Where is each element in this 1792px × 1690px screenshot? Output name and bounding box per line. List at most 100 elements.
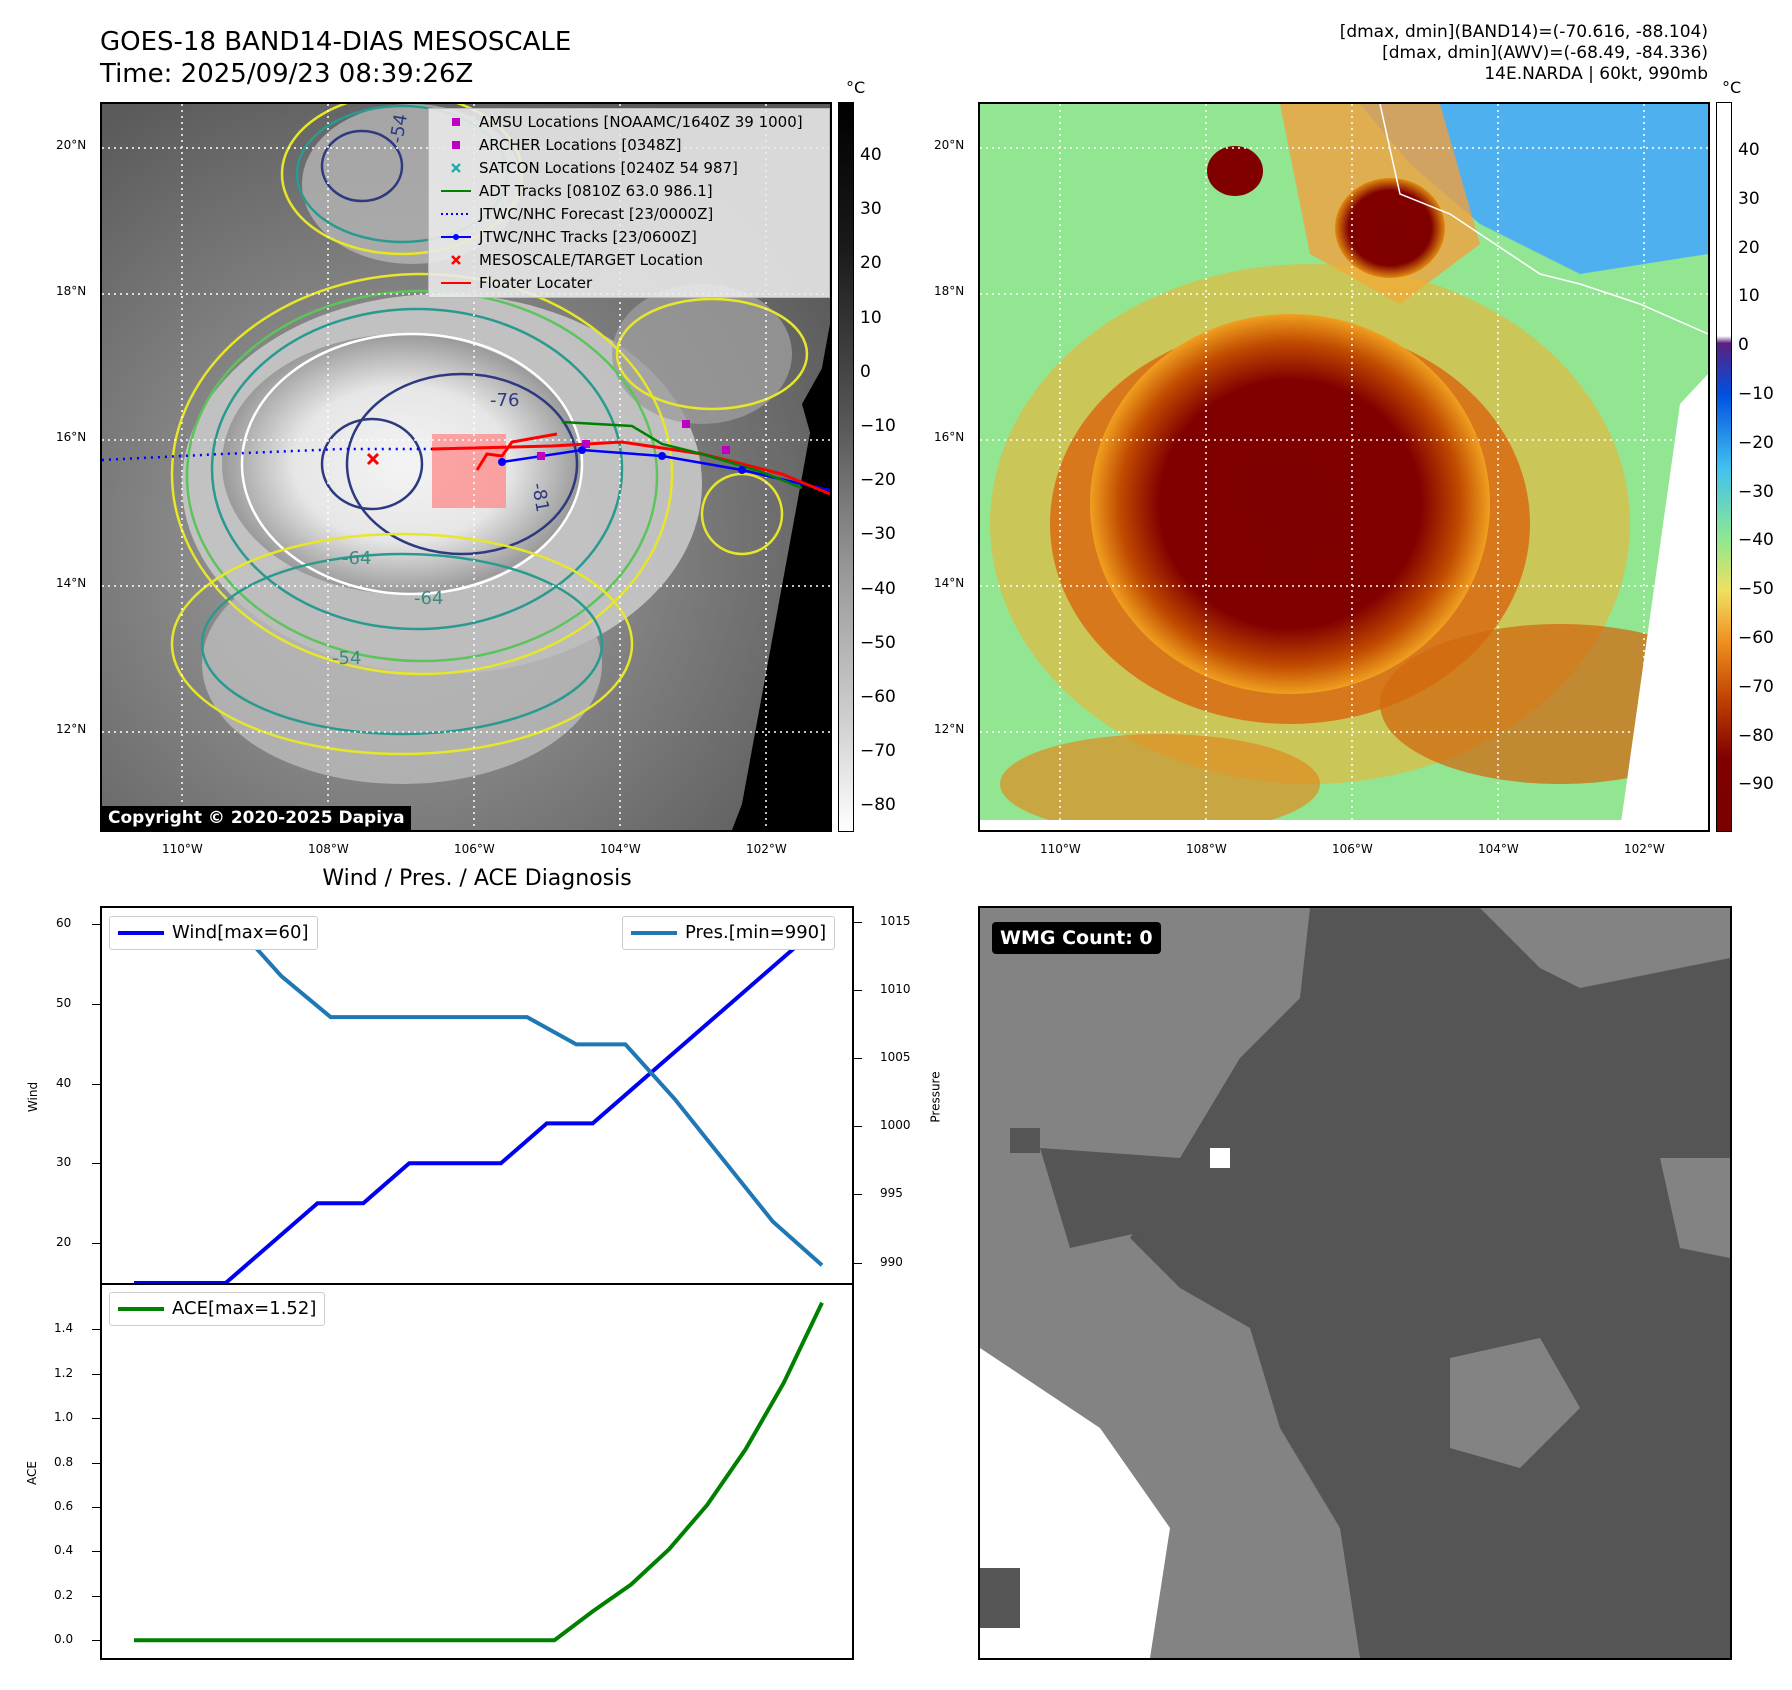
ace-ytick <box>92 1551 100 1553</box>
wind-legend: Wind[max=60] <box>109 916 318 950</box>
wv-colorbar-tick: 20 <box>1738 237 1760 258</box>
legend-floater: Floater Locater <box>441 274 593 292</box>
ir-colorbar-tick: −60 <box>860 687 896 707</box>
wv-colorbar-unit: °C <box>1722 78 1742 97</box>
wv-colorbar-tick: −90 <box>1738 774 1774 795</box>
ir-colorbar <box>838 102 854 832</box>
wind-pressure-chart <box>134 919 824 1283</box>
ir-colorbar-unit: °C <box>846 78 866 97</box>
figure-title: GOES-18 BAND14-DIAS MESOSCALE <box>100 27 572 57</box>
lon-label: 106°W <box>1332 842 1373 856</box>
wv-colorbar-tick: −80 <box>1738 725 1774 746</box>
lon-label: 108°W <box>308 842 349 856</box>
wind-pressure-plot <box>100 906 854 1285</box>
ir-colorbar-tick: −80 <box>860 795 896 816</box>
lat-label: 18°N <box>56 284 87 298</box>
ace-ytick <box>92 1640 100 1642</box>
lat-label: 14°N <box>934 576 965 590</box>
legend-archer: ARCHER Locations [0348Z] <box>452 134 682 156</box>
lon-label: 106°W <box>454 842 495 856</box>
contour-label: -64 <box>414 588 443 609</box>
ir-colorbar-tick: −20 <box>860 470 896 491</box>
wind-ytick-label: 50 <box>56 995 72 1010</box>
ir-colorbar-tick: −40 <box>860 578 896 599</box>
wv-colorbar-tick: 10 <box>1738 286 1760 307</box>
ir-colorbar-tick: 40 <box>860 145 882 165</box>
pressure-ytick-label: 1000 <box>880 1118 911 1133</box>
ace-ytick-label: 0.0 <box>54 1632 74 1647</box>
awv-range: [dmax, dmin](AWV)=(-68.49, -84.336) <box>1382 43 1708 63</box>
pressure-ytick-label: 1015 <box>880 913 911 928</box>
ace-ytick <box>92 1418 100 1420</box>
pressure-ytick-label: 990 <box>880 1254 903 1269</box>
lat-label: 20°N <box>56 138 87 152</box>
wind-series-line <box>134 922 824 1283</box>
pressure-ytick <box>854 921 862 923</box>
wv-colorbar <box>1716 102 1732 832</box>
ace-ytick <box>92 1595 100 1597</box>
wmg-panel <box>978 906 1732 1660</box>
wv-colorbar-tick: 30 <box>1738 188 1760 209</box>
wind-ytick <box>92 1243 100 1245</box>
wind-ytick-label: 20 <box>56 1235 72 1250</box>
legend-adt: ADT Tracks [0810Z 63.0 986.1] <box>441 182 713 200</box>
pressure-ytick <box>854 989 862 991</box>
contour-label: -54 <box>386 112 412 145</box>
ir-colorbar-tick: 10 <box>860 307 882 328</box>
lat-label: 12°N <box>934 722 965 736</box>
wind-ytick <box>92 1083 100 1085</box>
ir-colorbar-tick: 0 <box>860 361 871 382</box>
ir-colorbar-tick: 20 <box>860 253 882 274</box>
ace-ytick-label: 1.4 <box>54 1321 74 1336</box>
legend-amsu: AMSU Locations [NOAAMC/1640Z 39 1000] <box>452 111 803 133</box>
lon-label: 110°W <box>1040 842 1081 856</box>
ir-colorbar-tick: −50 <box>860 632 896 653</box>
copyright-label: Copyright © 2020-2025 Dapiya <box>102 806 411 830</box>
ace-ytick <box>92 1507 100 1509</box>
pressure-ytick <box>854 1126 862 1128</box>
wind-ytick <box>92 1163 100 1165</box>
ace-ytick-label: 0.8 <box>54 1454 74 1469</box>
wv-colorbar-tick: −10 <box>1738 384 1774 404</box>
contour-label: -81 <box>527 481 553 514</box>
track-legend: AMSU Locations [NOAAMC/1640Z 39 1000] AR… <box>428 108 830 298</box>
ir-colorbar-tick: −30 <box>860 524 896 545</box>
lat-label: 14°N <box>56 576 87 590</box>
storm-info: 14E.NARDA | 60kt, 990mb <box>1484 64 1708 84</box>
lat-label: 16°N <box>56 430 87 444</box>
lon-label: 102°W <box>1624 842 1665 856</box>
ace-ytick <box>92 1462 100 1464</box>
pressure-axis-label: Pressure <box>928 1071 943 1123</box>
ir-colorbar-tick: 30 <box>860 199 882 220</box>
water-vapor-image <box>980 104 1708 830</box>
ace-plot <box>100 1283 854 1660</box>
wv-colorbar-tick: −60 <box>1738 628 1774 648</box>
contour-label: -54 <box>332 648 361 669</box>
ace-series-line <box>134 1301 824 1643</box>
legend-satcon: SATCON Locations [0240Z 54 987] <box>451 157 738 179</box>
wind-ytick-label: 40 <box>56 1075 72 1090</box>
ace-ytick <box>92 1373 100 1375</box>
ir-colorbar-tick: −10 <box>860 416 896 436</box>
legend-forecast: JTWC/NHC Forecast [23/0000Z] <box>441 205 714 223</box>
ace-ytick-label: 1.0 <box>54 1410 74 1425</box>
lat-label: 18°N <box>934 284 965 298</box>
wv-colorbar-tick: −30 <box>1738 481 1774 502</box>
ace-axis-label: ACE <box>24 1461 39 1485</box>
lon-label: 104°W <box>1478 842 1519 856</box>
band14-range: [dmax, dmin](BAND14)=(-70.616, -88.104) <box>1339 22 1708 42</box>
stats-header: [dmax, dmin](BAND14)=(-70.616, -88.104) … <box>1340 22 1708 85</box>
lat-label: 12°N <box>56 722 87 736</box>
wind-axis-label: Wind <box>26 1081 41 1113</box>
lon-label: 108°W <box>1186 842 1227 856</box>
water-vapor-panel <box>978 102 1710 832</box>
figure-header: GOES-18 BAND14-DIAS MESOSCALE Time: 2025… <box>100 26 571 90</box>
figure-time: Time: 2025/09/23 08:39:26Z <box>100 59 474 89</box>
pressure-ytick-label: 1010 <box>880 981 911 996</box>
ace-ytick <box>92 1329 100 1331</box>
ace-legend: ACE[max=1.52] <box>109 1292 326 1326</box>
lat-label: 20°N <box>934 138 965 152</box>
wv-colorbar-tick: −70 <box>1738 676 1774 697</box>
lon-label: 110°W <box>162 842 203 856</box>
ace-ytick-label: 1.2 <box>54 1365 74 1380</box>
